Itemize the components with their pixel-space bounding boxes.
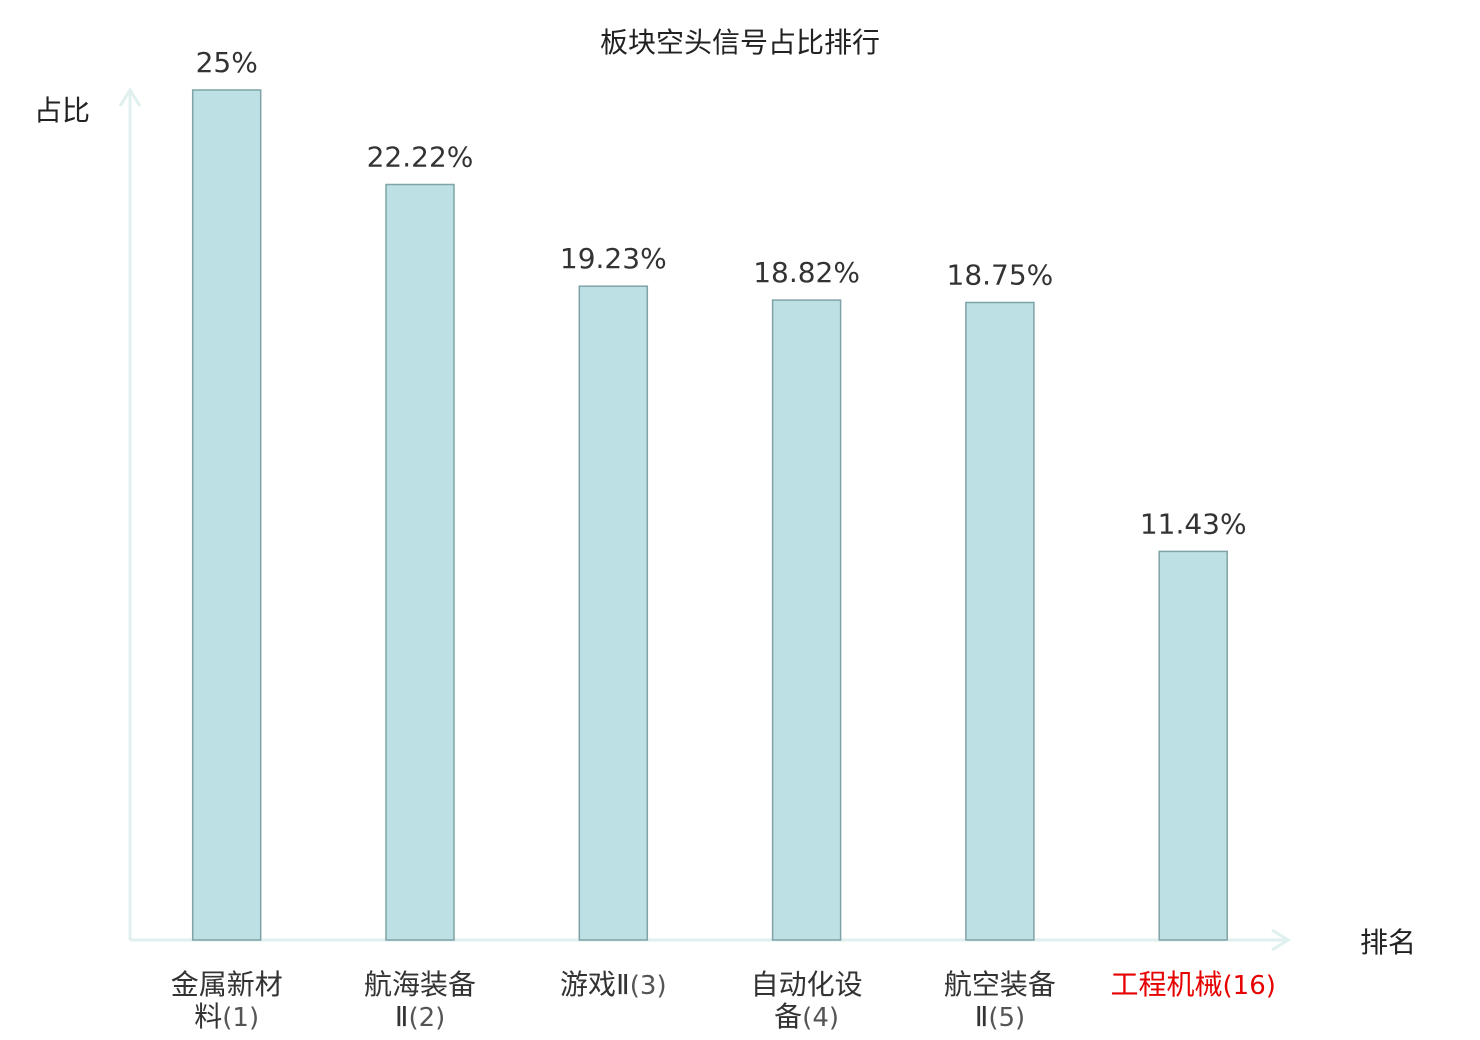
category-label-line: 备(4) <box>774 1000 839 1033</box>
x-axis-arrow <box>1271 928 1291 952</box>
category-label-line: 工程机械(16) <box>1111 968 1276 1001</box>
category-label: 金属新材料(1) <box>171 968 283 1033</box>
value-label: 19.23% <box>560 242 667 275</box>
value-label: 18.82% <box>753 256 860 289</box>
category-label: 工程机械(16) <box>1111 968 1276 1001</box>
category-rank: (1) <box>222 1003 259 1033</box>
category-rank: (4) <box>802 1003 839 1033</box>
y-axis-title: 占比 <box>34 94 90 127</box>
bar <box>385 183 455 941</box>
value-label: 22.22% <box>367 141 474 174</box>
category-label-line: 航海装备 <box>364 968 476 1001</box>
axes <box>118 87 1291 952</box>
bar <box>1158 550 1228 941</box>
bar <box>191 89 262 941</box>
category-rank: (2) <box>408 1003 445 1033</box>
value-label: 11.43% <box>1140 507 1247 540</box>
value-label: 18.75% <box>947 259 1054 292</box>
category-rank: (5) <box>988 1003 1025 1033</box>
chart-title: 板块空头信号占比排行 <box>600 26 880 59</box>
category-label-line: 自动化设 <box>751 968 863 1001</box>
bar <box>965 301 1035 941</box>
value-labels: 25% 22.22% 19.23% 18.82% 18.75% 11.43% <box>196 46 1247 540</box>
category-label-line: Ⅱ(5) <box>975 1000 1026 1033</box>
bar <box>771 299 842 941</box>
category-label-line: 游戏Ⅱ(3) <box>560 968 667 1001</box>
y-axis-arrow <box>118 87 142 107</box>
category-label: 航海装备 Ⅱ(2) <box>364 968 476 1033</box>
category-label-line: 金属新材 <box>171 968 283 1001</box>
category-label: 自动化设备(4) <box>751 968 863 1033</box>
category-label-line: 航空装备 <box>944 968 1056 1001</box>
value-label: 25% <box>196 46 258 79</box>
category-labels: 金属新材料(1) 航海装备 Ⅱ(2) 游戏Ⅱ(3) 自动化设备(4) 航空装备 Ⅱ(5) 工程… <box>171 968 1276 1033</box>
bars <box>191 89 1228 941</box>
x-axis-title: 排名 <box>1360 926 1416 959</box>
category-label-line: 料(1) <box>194 1000 259 1033</box>
category-label: 航空装备 Ⅱ(5) <box>944 968 1056 1033</box>
category-rank: (3) <box>630 971 667 1001</box>
category-label-line: Ⅱ(2) <box>395 1000 446 1033</box>
category-rank: (16) <box>1223 971 1276 1001</box>
category-label: 游戏Ⅱ(3) <box>560 968 667 1001</box>
bar <box>578 285 649 941</box>
